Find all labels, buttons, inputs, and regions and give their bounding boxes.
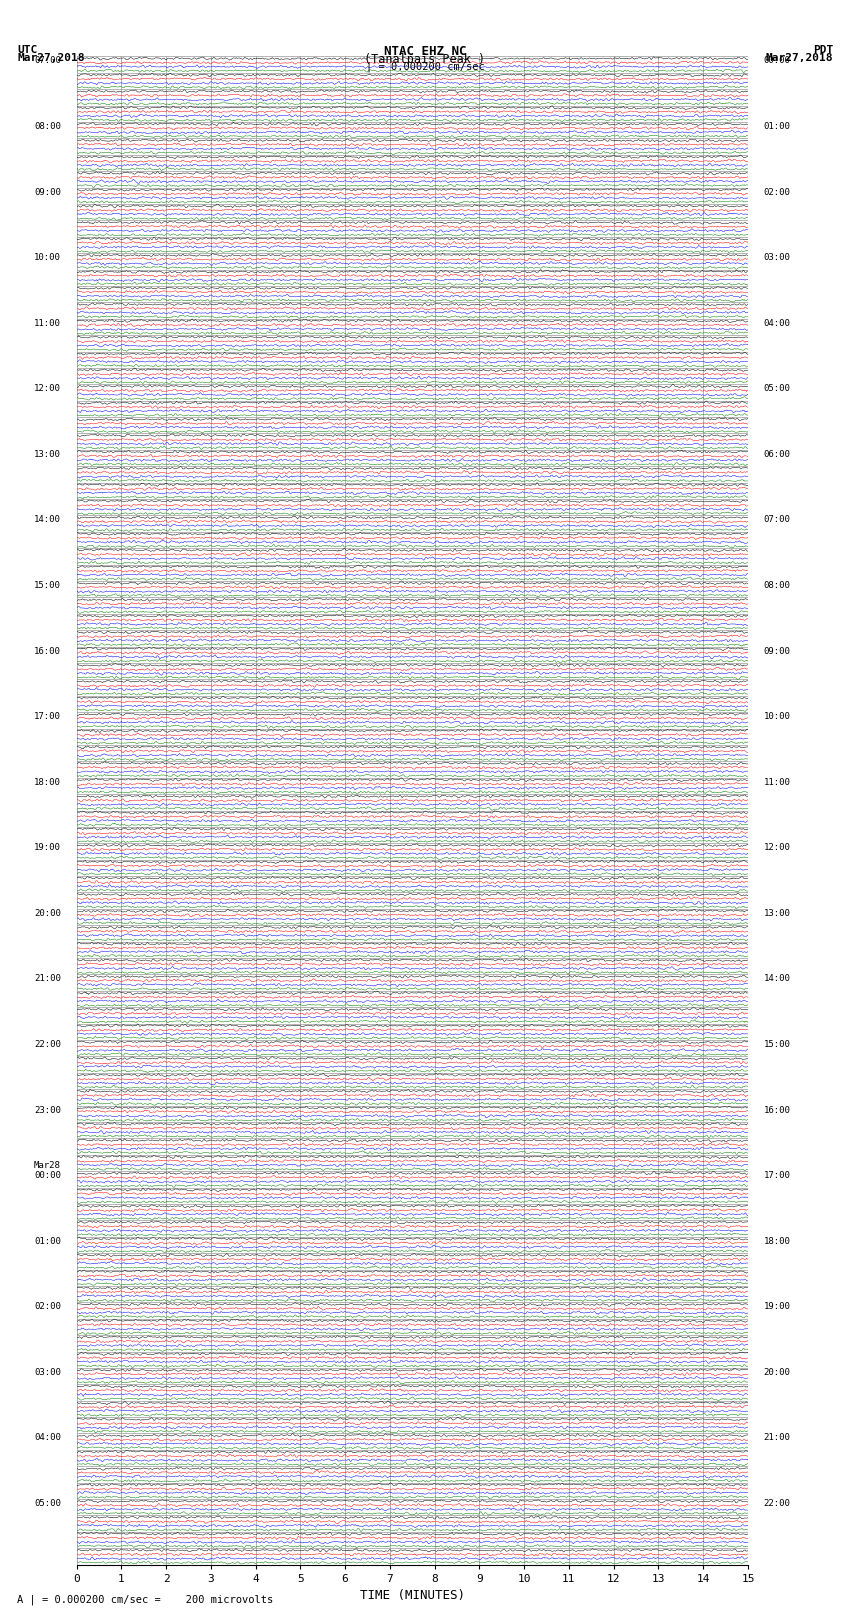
Text: 21:00: 21:00 bbox=[763, 1434, 791, 1442]
Text: 12:00: 12:00 bbox=[34, 384, 61, 394]
Text: 04:00: 04:00 bbox=[34, 1434, 61, 1442]
Text: 15:00: 15:00 bbox=[34, 581, 61, 590]
Text: 10:00: 10:00 bbox=[34, 253, 61, 263]
Text: 18:00: 18:00 bbox=[763, 1237, 791, 1245]
Text: 10:00: 10:00 bbox=[763, 713, 791, 721]
Text: 09:00: 09:00 bbox=[34, 187, 61, 197]
Text: 08:00: 08:00 bbox=[34, 123, 61, 131]
Text: 16:00: 16:00 bbox=[34, 647, 61, 655]
Text: 06:00: 06:00 bbox=[763, 450, 791, 458]
Text: 22:00: 22:00 bbox=[34, 1040, 61, 1048]
Text: (Tanalpais Peak ): (Tanalpais Peak ) bbox=[365, 53, 485, 66]
Text: 07:00: 07:00 bbox=[763, 516, 791, 524]
Text: 02:00: 02:00 bbox=[34, 1302, 61, 1311]
Text: 03:00: 03:00 bbox=[34, 1368, 61, 1378]
Text: 05:00: 05:00 bbox=[763, 384, 791, 394]
Text: 20:00: 20:00 bbox=[763, 1368, 791, 1378]
Text: 09:00: 09:00 bbox=[763, 647, 791, 655]
Text: 02:00: 02:00 bbox=[763, 187, 791, 197]
Text: 01:00: 01:00 bbox=[763, 123, 791, 131]
Text: | = 0.000200 cm/sec: | = 0.000200 cm/sec bbox=[366, 61, 484, 73]
Text: 08:00: 08:00 bbox=[763, 581, 791, 590]
Text: 00:00: 00:00 bbox=[34, 1171, 61, 1181]
Text: UTC: UTC bbox=[17, 45, 37, 55]
Text: 17:00: 17:00 bbox=[763, 1171, 791, 1181]
Text: 19:00: 19:00 bbox=[763, 1302, 791, 1311]
Text: 21:00: 21:00 bbox=[34, 974, 61, 984]
Text: NTAC EHZ NC: NTAC EHZ NC bbox=[383, 45, 467, 58]
Text: 20:00: 20:00 bbox=[34, 908, 61, 918]
Text: 14:00: 14:00 bbox=[34, 516, 61, 524]
Text: 15:00: 15:00 bbox=[763, 1040, 791, 1048]
Text: 22:00: 22:00 bbox=[763, 1498, 791, 1508]
Text: 07:00: 07:00 bbox=[34, 56, 61, 66]
Text: 05:00: 05:00 bbox=[34, 1498, 61, 1508]
Text: Mar28: Mar28 bbox=[34, 1161, 61, 1171]
Text: 13:00: 13:00 bbox=[763, 908, 791, 918]
Text: Mar27,2018: Mar27,2018 bbox=[17, 53, 84, 63]
Text: 04:00: 04:00 bbox=[763, 319, 791, 327]
Text: PDT: PDT bbox=[813, 45, 833, 55]
Text: 23:00: 23:00 bbox=[34, 1105, 61, 1115]
Text: 14:00: 14:00 bbox=[763, 974, 791, 984]
Text: 03:00: 03:00 bbox=[763, 253, 791, 263]
Text: 16:00: 16:00 bbox=[763, 1105, 791, 1115]
Text: 11:00: 11:00 bbox=[34, 319, 61, 327]
Text: 17:00: 17:00 bbox=[34, 713, 61, 721]
Text: 19:00: 19:00 bbox=[34, 844, 61, 852]
Text: 01:00: 01:00 bbox=[34, 1237, 61, 1245]
Text: 12:00: 12:00 bbox=[763, 844, 791, 852]
Text: A | = 0.000200 cm/sec =    200 microvolts: A | = 0.000200 cm/sec = 200 microvolts bbox=[17, 1594, 273, 1605]
Text: Mar27,2018: Mar27,2018 bbox=[766, 53, 833, 63]
Text: 13:00: 13:00 bbox=[34, 450, 61, 458]
Text: 11:00: 11:00 bbox=[763, 777, 791, 787]
X-axis label: TIME (MINUTES): TIME (MINUTES) bbox=[360, 1589, 465, 1602]
Text: 18:00: 18:00 bbox=[34, 777, 61, 787]
Text: 00:00: 00:00 bbox=[763, 56, 791, 66]
